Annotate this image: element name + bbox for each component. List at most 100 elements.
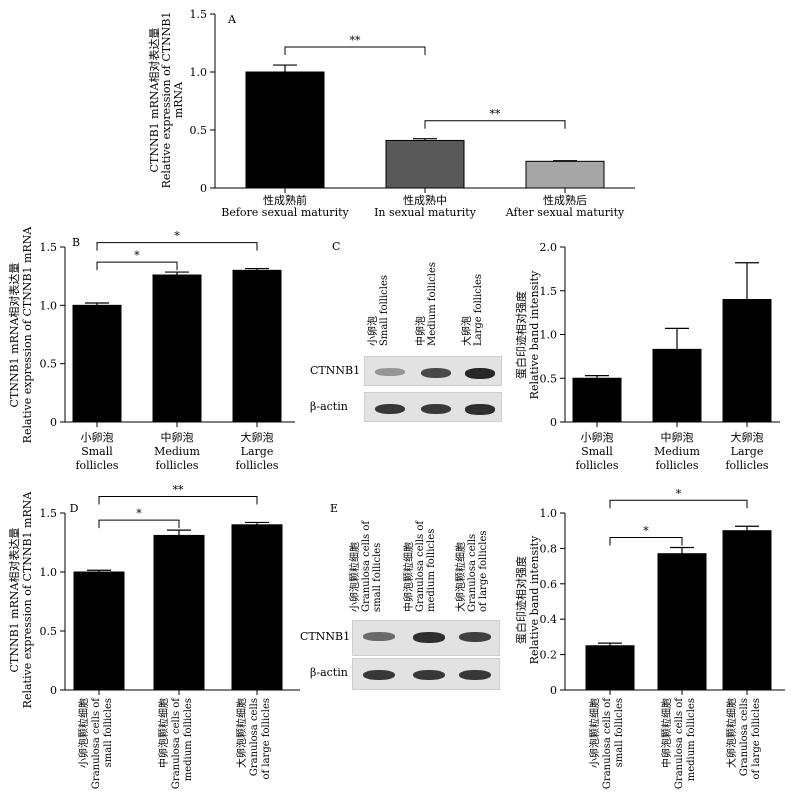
blot-e-lane-label: 中卵泡颗粒细胞 Granulosa cells of medium follicle… — [404, 520, 437, 612]
blot-e-gel-ctnnb1 — [352, 620, 500, 656]
y-axis-title: Relative band intensity — [528, 270, 541, 399]
y-axis-title: 蛋白印迹相对强度 — [514, 291, 528, 379]
y-tick-label: 2.0 — [540, 241, 558, 254]
blot-band — [413, 632, 445, 643]
bar — [585, 645, 635, 691]
blot-c-row-label: β-actin — [310, 400, 348, 413]
y-axis-title: CTNNB1 mRNA相对表达量 — [7, 528, 21, 673]
y-tick-label: 1.0 — [40, 566, 58, 579]
significance-label: * — [136, 507, 142, 520]
x-tick-label: medium follicles — [686, 698, 697, 781]
y-tick-label: 0.6 — [540, 578, 558, 591]
bar — [72, 304, 122, 423]
blot-band — [375, 404, 405, 415]
significance-bracket — [424, 120, 566, 129]
blot-e-lane-label: 小卵泡颗粒细胞 Granulosa cells of small follicles — [350, 520, 383, 612]
significance-bracket — [609, 499, 748, 509]
panel-label: A — [227, 13, 237, 26]
bar — [572, 377, 622, 423]
blot-band — [363, 670, 395, 681]
significance-label: ** — [490, 108, 502, 121]
y-tick-label: 1.0 — [190, 66, 208, 79]
bar — [245, 71, 325, 189]
blot-c-lane-label: 中卵泡 Medium follicles — [416, 261, 438, 346]
blot-band — [413, 670, 445, 681]
bar — [231, 524, 283, 691]
y-tick-label: 0.5 — [190, 124, 208, 137]
blot-c-gel-actin — [364, 392, 502, 422]
bar — [232, 269, 282, 423]
significance-label: * — [134, 249, 140, 262]
x-tick-label: Small — [581, 445, 613, 458]
y-tick-label: 1.5 — [40, 507, 58, 520]
y-tick-label: 0 — [50, 684, 57, 697]
y-tick-label: 0.4 — [540, 613, 558, 626]
blot-e-row-label: CTNNB1 — [300, 630, 351, 643]
x-tick-label: 中卵泡颗粒细胞 — [660, 698, 673, 768]
bar — [657, 553, 707, 691]
significance-bracket — [284, 46, 426, 56]
bar — [152, 274, 202, 423]
y-tick-label: 0.5 — [40, 625, 58, 638]
x-tick-label: of large follicles — [751, 698, 762, 780]
x-tick-label: 小卵泡颗粒细胞 — [588, 698, 601, 768]
y-axis-title: Relative expression of CTNNB1 — [160, 12, 173, 189]
x-tick-label: of large follicles — [261, 698, 272, 780]
bar — [385, 139, 465, 189]
x-tick-label: Medium — [154, 445, 200, 458]
x-tick-label: Granulosa cells of — [674, 697, 685, 789]
y-tick-label: 0 — [200, 182, 207, 195]
x-tick-label: 中卵泡颗粒细胞 — [157, 698, 170, 768]
x-tick-label: Medium — [654, 445, 700, 458]
x-tick-label: follicles — [655, 459, 698, 472]
y-tick-label: 0 — [550, 416, 557, 429]
significance-label: * — [643, 525, 649, 538]
x-tick-label: 大卵泡 — [241, 430, 274, 444]
panel-label-c: C — [332, 240, 341, 253]
x-tick-label: After sexual maturity — [505, 206, 625, 219]
y-tick-label: 0.2 — [540, 649, 558, 662]
x-tick-label: Large — [731, 445, 764, 458]
blot-band — [375, 368, 405, 376]
significance-bracket — [96, 261, 178, 271]
y-tick-label: 1.5 — [190, 8, 208, 21]
x-tick-label: In sexual maturity — [374, 206, 477, 219]
y-axis-title: CTNNB1 mRNA相对表达量 — [7, 263, 21, 408]
x-tick-label: Granulosa cells of — [602, 697, 613, 789]
blot-c-gel-ctnnb1 — [364, 356, 502, 386]
x-tick-label: follicles — [575, 459, 618, 472]
significance-label: ** — [173, 483, 185, 496]
x-tick-label: 性成熟中 — [403, 193, 447, 207]
blot-e-row-label: β-actin — [310, 666, 348, 679]
x-tick-label: follicles — [725, 459, 768, 472]
blot-c-row-label: CTNNB1 — [310, 364, 361, 377]
x-tick-label: medium follicles — [183, 698, 194, 781]
x-tick-label: 性成熟前 — [263, 193, 307, 207]
x-tick-label: Granulosa cells — [739, 698, 750, 776]
y-axis-title: mRNA — [172, 81, 185, 118]
x-tick-label: small follicles — [614, 698, 625, 767]
x-tick-label: Granulosa cells — [249, 698, 260, 776]
bar — [525, 160, 605, 189]
significance-bracket — [98, 495, 258, 505]
bar — [722, 530, 772, 691]
y-tick-label: 0.5 — [40, 358, 58, 371]
y-axis-title: Relative expression of CTNNB1 mRNA — [21, 491, 34, 709]
significance-label: * — [676, 487, 682, 500]
bar — [652, 348, 702, 423]
x-tick-label: Granulosa cells of — [91, 697, 102, 789]
western-blot-c: C 小卵泡 Small follicles 中卵泡 Medium follicles… — [300, 240, 520, 430]
bar — [73, 571, 125, 691]
x-tick-label: 小卵泡 — [581, 430, 614, 444]
panel-label-e: E — [330, 502, 339, 515]
bar — [153, 534, 205, 691]
y-axis-title: Relative expression of CTNNB1 mRNA — [21, 226, 34, 444]
x-tick-label: Before sexual maturity — [221, 206, 349, 219]
x-tick-label: small follicles — [103, 698, 114, 767]
x-tick-label: 大卵泡颗粒细胞 — [725, 698, 738, 768]
blot-e-lane-label: 大卵泡颗粒细胞 Granulosa cells of large follicles — [456, 530, 489, 612]
y-tick-label: 1.5 — [40, 241, 58, 254]
y-tick-label: 0 — [550, 684, 557, 697]
x-tick-label: Large — [241, 445, 274, 458]
blot-e-gel-actin — [352, 658, 500, 690]
